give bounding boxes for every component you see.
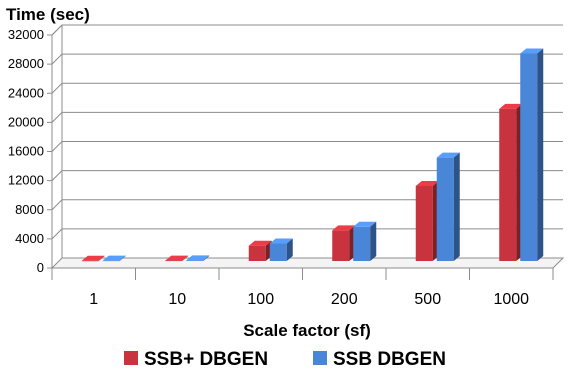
bar-ssb-1000	[520, 48, 544, 261]
bar-ssb-plus-1000	[499, 103, 523, 262]
legend-label: SSB DBGEN	[333, 349, 446, 370]
bar-ssb-200	[353, 221, 377, 261]
x-axis-ticks: 1 10 100 200 500 1000	[51, 267, 554, 308]
y-tick-label: 8000	[15, 202, 44, 217]
bar-ssb-plus-100	[248, 240, 272, 261]
chart-walls	[50, 24, 565, 269]
x-tick-label: 500	[414, 291, 441, 308]
x-tick-label: 1	[89, 291, 98, 308]
y-tick-label: 4000	[15, 231, 44, 246]
gridline	[51, 82, 563, 94]
chart-floor	[50, 257, 565, 269]
gridline	[51, 228, 563, 240]
gridline	[51, 111, 563, 123]
bar-ssb-10	[186, 255, 210, 261]
gridline	[51, 170, 563, 181]
bar-ssb-100	[269, 238, 293, 261]
x-tick-label: 100	[247, 291, 274, 308]
gridline	[51, 141, 563, 152]
y-tick-label: 28000	[8, 56, 44, 71]
y-tick-label: 20000	[8, 114, 44, 129]
y-tick-label: 0	[37, 260, 44, 275]
x-tick-label: 200	[331, 291, 358, 308]
bars	[81, 48, 544, 262]
bar-ssb-plus-200	[332, 225, 356, 261]
bar-ssb-plus-500	[415, 181, 439, 261]
bar-ssb-1	[102, 255, 126, 262]
bar-ssb-500	[436, 152, 460, 261]
x-tick-label: 10	[168, 291, 186, 308]
legend-label: SSB+ DBGEN	[144, 349, 268, 370]
gridline	[51, 199, 563, 211]
legend: SSB+ DBGEN SSB DBGEN	[124, 349, 446, 370]
y-tick-label: 16000	[8, 144, 44, 159]
x-tick-label: 1000	[493, 291, 529, 308]
chart-title: Time (sec)	[6, 5, 90, 24]
bar-ssb-plus-10	[165, 255, 189, 262]
legend-swatch	[313, 351, 327, 365]
y-tick-label: 32000	[8, 27, 44, 42]
y-tick-label: 12000	[8, 173, 44, 188]
bar-ssb-plus-1	[81, 255, 105, 262]
y-tick-label: 24000	[8, 85, 44, 100]
gridline	[51, 24, 563, 36]
gridlines	[51, 24, 563, 240]
x-axis-label: Scale factor (sf)	[243, 321, 371, 340]
y-axis-ticks: 0 4000 8000 12000 16000 20000 24000 28000 32000	[8, 27, 52, 275]
gridline	[51, 53, 563, 65]
legend-swatch	[124, 351, 138, 365]
